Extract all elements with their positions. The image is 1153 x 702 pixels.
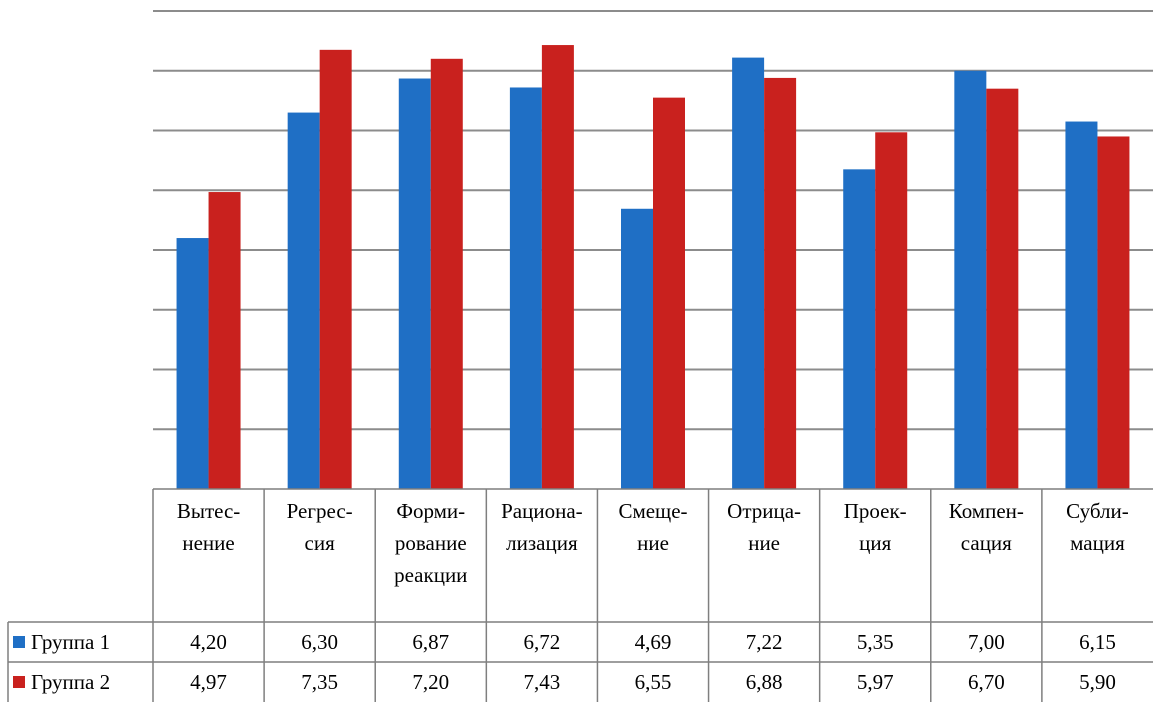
table-value-series-1: 7,00 bbox=[968, 630, 1005, 654]
category-label: Субли-мация bbox=[1066, 499, 1129, 555]
table-value-series-2: 4,97 bbox=[190, 670, 227, 694]
bar-series-2-5 bbox=[653, 97, 685, 489]
table-value-series-1: 5,35 bbox=[857, 630, 894, 654]
bar-series-1-7 bbox=[843, 169, 876, 489]
table-value-series-2: 5,97 bbox=[857, 670, 894, 694]
table-value-series-1: 7,22 bbox=[746, 630, 783, 654]
table-value-series-1: 4,69 bbox=[635, 630, 672, 654]
table-value-series-1: 6,15 bbox=[1079, 630, 1116, 654]
bar-series-2-9 bbox=[1097, 136, 1130, 489]
category-label: Вытес-нение bbox=[177, 499, 240, 555]
category-label: Форми-рование реакции bbox=[394, 499, 467, 587]
legend: Группа 1 Группа 2 bbox=[13, 630, 110, 694]
category-label: Отрица-ние bbox=[727, 499, 801, 555]
category-label: Компен-сация bbox=[949, 499, 1024, 555]
table-value-series-2: 6,88 bbox=[746, 670, 783, 694]
table-value-series-1: 6,72 bbox=[524, 630, 561, 654]
legend-label-series-2: Группа 2 bbox=[31, 670, 110, 694]
bar-series-2-8 bbox=[986, 88, 1019, 490]
data-table-values: 4,20 6,30 6,87 6,72 4,69 7,22 5,35 7,00 6,15 4,97… bbox=[190, 630, 1116, 694]
table-value-series-2: 7,43 bbox=[524, 670, 561, 694]
category-label: Рациона-лизация bbox=[501, 499, 583, 555]
category-label: Регрес-сия bbox=[287, 499, 353, 555]
table-value-series-2: 6,70 bbox=[968, 670, 1005, 694]
bar-series-1-3 bbox=[398, 78, 431, 489]
category-label: Смеще-ние bbox=[618, 499, 687, 555]
bar-series-2-7 bbox=[875, 132, 908, 490]
bar-series-2-2 bbox=[319, 49, 352, 490]
data-table bbox=[7, 488, 1153, 702]
bar-series-2-6 bbox=[764, 77, 797, 490]
bar-series-1-2 bbox=[287, 112, 320, 489]
legend-key-series-2 bbox=[13, 676, 25, 688]
table-value-series-2: 7,35 bbox=[301, 670, 338, 694]
bar-series-2-4 bbox=[541, 45, 574, 490]
table-value-series-1: 6,87 bbox=[412, 630, 449, 654]
legend-key-series-1 bbox=[13, 636, 25, 648]
bar-series-1-4 bbox=[509, 87, 542, 489]
bar-series-1-5 bbox=[621, 208, 653, 489]
bar-series-1-1 bbox=[176, 238, 209, 489]
table-value-series-2: 7,20 bbox=[412, 670, 449, 694]
table-value-series-1: 6,30 bbox=[301, 630, 338, 654]
bar-series-2-3 bbox=[430, 58, 463, 490]
bar-series-2-1 bbox=[208, 192, 241, 490]
table-value-series-2: 5,90 bbox=[1079, 670, 1116, 694]
category-labels: Вытес-нение Регрес-сия Форми-рование реакци… bbox=[177, 499, 1129, 587]
table-value-series-2: 6,55 bbox=[635, 670, 672, 694]
bar-series-1-6 bbox=[732, 57, 765, 489]
legend-label-series-1: Группа 1 bbox=[31, 630, 110, 654]
bar-series-1-9 bbox=[1065, 121, 1098, 489]
bars bbox=[176, 45, 1130, 490]
table-value-series-1: 4,20 bbox=[190, 630, 227, 654]
category-label: Проек-ция bbox=[844, 499, 907, 555]
bar-series-1-8 bbox=[954, 70, 987, 489]
